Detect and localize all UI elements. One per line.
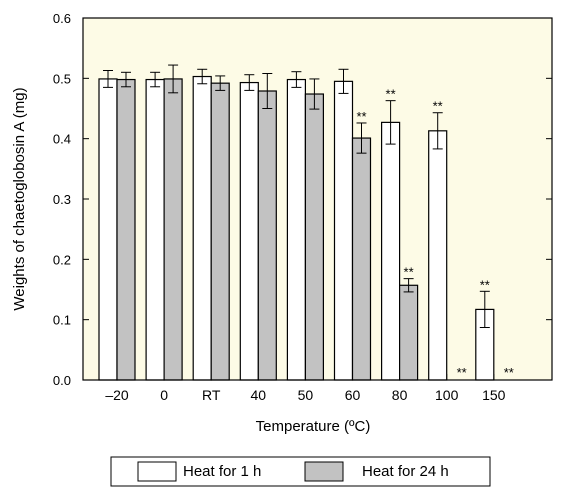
y-tick-label: 0.3 <box>53 192 71 207</box>
x-tick-label: 100 <box>435 387 459 403</box>
bar <box>381 121 401 381</box>
y-tick-label: 0.2 <box>53 252 71 267</box>
significance-mark: ** <box>457 365 467 380</box>
y-tick-label: 0.6 <box>53 11 71 26</box>
x-tick-label: 150 <box>482 387 506 403</box>
legend: Heat for 1 h Heat for 24 h <box>110 456 491 487</box>
bar <box>333 80 354 381</box>
x-tick-label: RT <box>202 387 221 403</box>
bar <box>239 81 259 381</box>
significance-mark: ** <box>504 365 514 380</box>
x-tick-label: 50 <box>298 387 314 403</box>
significance-mark: ** <box>404 265 414 280</box>
y-tick-label: 0.0 <box>53 373 71 388</box>
legend-label-24h: Heat for 24 h <box>362 463 449 480</box>
bar <box>351 137 372 381</box>
y-axis-label: Weights of chaetoglobosin A (mg) <box>11 87 28 310</box>
bar <box>210 82 230 381</box>
bar <box>428 130 448 381</box>
bar <box>304 93 324 381</box>
bar <box>257 90 277 381</box>
legend-swatch-24h <box>304 461 344 482</box>
x-axis-ticks: –20 0 RT 40 50 60 80 100 150 <box>105 374 506 403</box>
bar <box>399 284 419 381</box>
significance-mark: ** <box>433 99 443 114</box>
x-axis-label: Temperature (ºC) <box>256 418 371 435</box>
significance-mark: ** <box>480 277 490 292</box>
y-axis-ticks: 0.0 0.1 0.2 0.3 0.4 0.5 0.6 <box>53 11 552 388</box>
y-tick-label: 0.5 <box>53 71 71 86</box>
bar <box>98 78 118 381</box>
y-tick-label: 0.4 <box>53 132 71 147</box>
plot-frame <box>82 17 553 381</box>
bar <box>286 78 306 381</box>
bar <box>116 78 136 381</box>
significance-mark: ** <box>356 109 366 124</box>
bar <box>163 78 183 381</box>
x-tick-label: –20 <box>105 387 129 403</box>
x-tick-label: 40 <box>251 387 267 403</box>
significance-mark: ** <box>386 87 396 102</box>
legend-swatch-1h <box>137 461 177 482</box>
x-tick-label: 80 <box>392 387 408 403</box>
bar <box>145 78 165 381</box>
bar <box>192 75 212 381</box>
x-tick-label: 60 <box>345 387 361 403</box>
y-tick-label: 0.1 <box>53 313 71 328</box>
x-tick-label: 0 <box>160 387 168 403</box>
significance-annotations: ** ** ** ** ** ** ** <box>356 87 513 380</box>
error-bars <box>103 64 490 329</box>
legend-label-1h: Heat for 1 h <box>183 463 261 480</box>
